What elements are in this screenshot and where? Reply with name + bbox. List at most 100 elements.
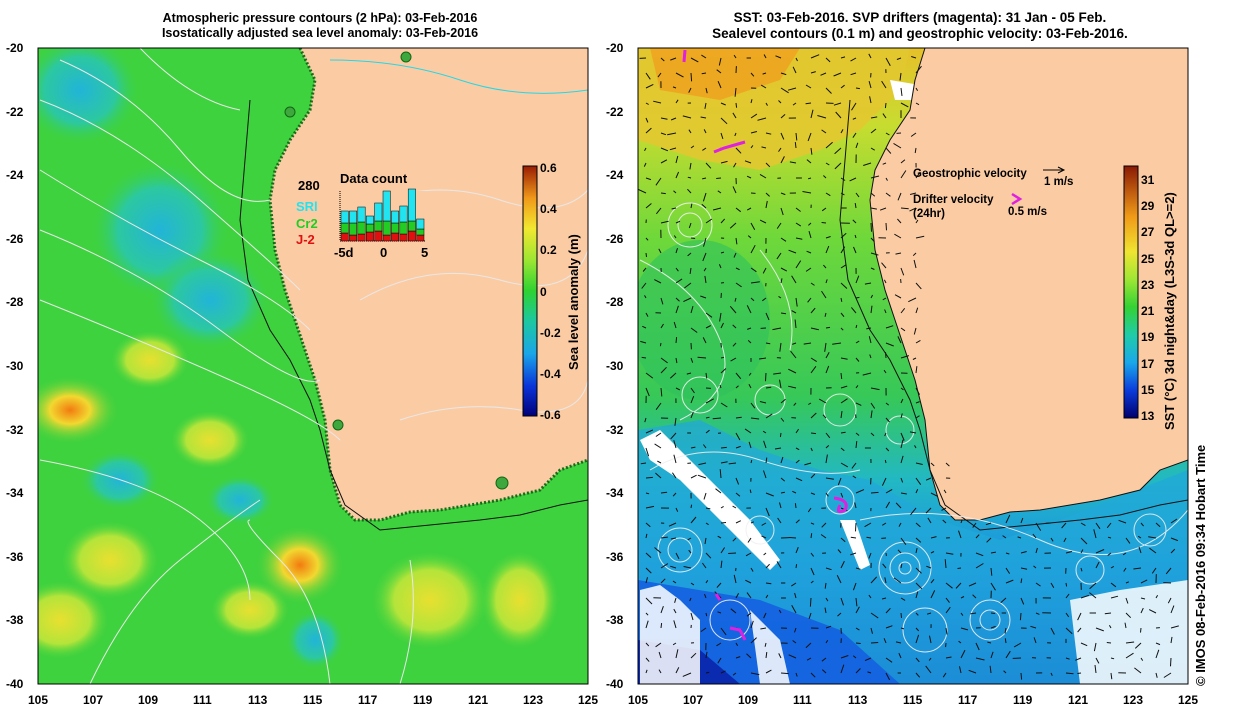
velocity-arrow xyxy=(746,207,752,211)
velocity-arrow xyxy=(945,656,952,659)
velocity-arrow xyxy=(645,429,654,434)
velocity-arrow xyxy=(669,147,677,151)
right-x-tick-10: 125 xyxy=(1178,693,1199,707)
velocity-arrow xyxy=(851,307,857,314)
velocity-arrow xyxy=(675,171,680,179)
velocity-arrow xyxy=(717,81,722,89)
velocity-arrow xyxy=(759,219,767,224)
velocity-arrow xyxy=(720,251,725,254)
velocity-arrow xyxy=(1170,625,1179,629)
velocity-arrow xyxy=(735,147,742,154)
velocity-arrow xyxy=(675,507,679,512)
velocity-arrow xyxy=(641,356,647,359)
velocity-arrow xyxy=(870,627,873,634)
velocity-arrow xyxy=(703,237,707,247)
velocity-arrow xyxy=(825,492,829,497)
velocity-arrow xyxy=(1095,561,1100,569)
sla-cb-tick-2: 0.2 xyxy=(540,243,557,258)
velocity-arrow xyxy=(1125,597,1129,604)
velocity-arrow xyxy=(854,502,857,509)
velocity-arrow xyxy=(915,627,920,632)
velocity-arrow xyxy=(667,132,677,136)
velocity-arrow xyxy=(763,612,767,619)
velocity-arrow xyxy=(765,507,770,517)
velocity-arrow xyxy=(746,175,752,179)
velocity-arrow xyxy=(690,395,695,404)
velocity-arrow xyxy=(658,669,662,674)
velocity-arrow xyxy=(930,551,935,554)
velocity-arrow xyxy=(855,522,857,532)
velocity-arrow xyxy=(1148,609,1157,614)
velocity-arrow xyxy=(1065,582,1068,587)
velocity-arrow xyxy=(864,522,872,528)
velocity-arrow xyxy=(690,446,696,449)
sst-cb-tick-3: 25 xyxy=(1141,251,1155,266)
velocity-arrow xyxy=(1140,607,1144,614)
velocity-arrow xyxy=(780,267,788,272)
velocity-arrow xyxy=(645,102,649,105)
velocity-arrow xyxy=(870,116,878,119)
velocity-arrow xyxy=(1148,536,1157,539)
velocity-arrow xyxy=(1080,594,1090,599)
velocity-arrow xyxy=(1106,642,1112,644)
velocity-arrow xyxy=(793,402,797,406)
velocity-arrow xyxy=(1093,529,1097,539)
velocity-arrow xyxy=(660,220,669,224)
velocity-arrow xyxy=(690,504,693,509)
velocity-arrow xyxy=(825,236,831,239)
velocity-arrow xyxy=(675,297,680,302)
velocity-arrow xyxy=(690,237,696,239)
velocity-arrow xyxy=(855,606,860,614)
velocity-arrow xyxy=(854,234,857,239)
velocity-arrow xyxy=(855,489,865,494)
velocity-arrow xyxy=(885,222,887,231)
velocity-arrow xyxy=(855,296,860,299)
velocity-arrow xyxy=(689,597,692,602)
velocity-arrow xyxy=(810,492,816,495)
velocity-arrow xyxy=(945,606,951,614)
velocity-arrow xyxy=(794,319,797,329)
velocity-arrow xyxy=(870,491,879,494)
velocity-arrow xyxy=(825,432,831,439)
velocity-arrow xyxy=(788,385,797,389)
velocity-arrow xyxy=(735,372,742,380)
velocity-arrow xyxy=(675,357,678,364)
velocity-arrow xyxy=(912,357,917,360)
velocity-arrow xyxy=(810,327,819,331)
velocity-arrow xyxy=(780,156,785,164)
drifter-velocity-label: Drifter velocity xyxy=(913,194,994,206)
velocity-arrow xyxy=(823,264,827,269)
velocity-arrow xyxy=(927,517,932,524)
data-count-title: Data count xyxy=(340,171,408,186)
velocity-arrow xyxy=(834,147,842,155)
velocity-arrow xyxy=(765,669,772,674)
velocity-arrow xyxy=(1125,537,1131,544)
velocity-arrow xyxy=(660,491,668,494)
velocity-arrow xyxy=(915,477,922,485)
velocity-arrow xyxy=(1170,548,1176,554)
velocity-arrow xyxy=(720,368,727,374)
velocity-arrow xyxy=(1000,597,1007,604)
sat-cr2: Cr2 xyxy=(296,216,318,231)
velocity-arrow xyxy=(750,297,755,302)
velocity-arrow xyxy=(704,102,707,109)
velocity-arrow xyxy=(641,282,647,289)
velocity-arrow xyxy=(821,669,827,674)
data-count-bar xyxy=(365,231,374,242)
data-count-bar xyxy=(407,188,416,222)
velocity-arrow xyxy=(705,612,708,617)
velocity-arrow xyxy=(900,355,910,359)
data-count-bar xyxy=(357,206,366,223)
velocity-arrow xyxy=(825,245,830,254)
velocity-arrow xyxy=(833,102,842,106)
velocity-arrow xyxy=(806,159,812,164)
velocity-arrow xyxy=(732,505,737,509)
velocity-arrow xyxy=(683,297,692,303)
velocity-arrow xyxy=(644,417,647,423)
velocity-arrow xyxy=(690,387,695,394)
data-count-max: 280 xyxy=(298,178,320,193)
velocity-arrow xyxy=(825,365,830,374)
velocity-arrow xyxy=(881,262,887,269)
velocity-arrow xyxy=(750,637,757,644)
velocity-arrow xyxy=(883,279,887,284)
